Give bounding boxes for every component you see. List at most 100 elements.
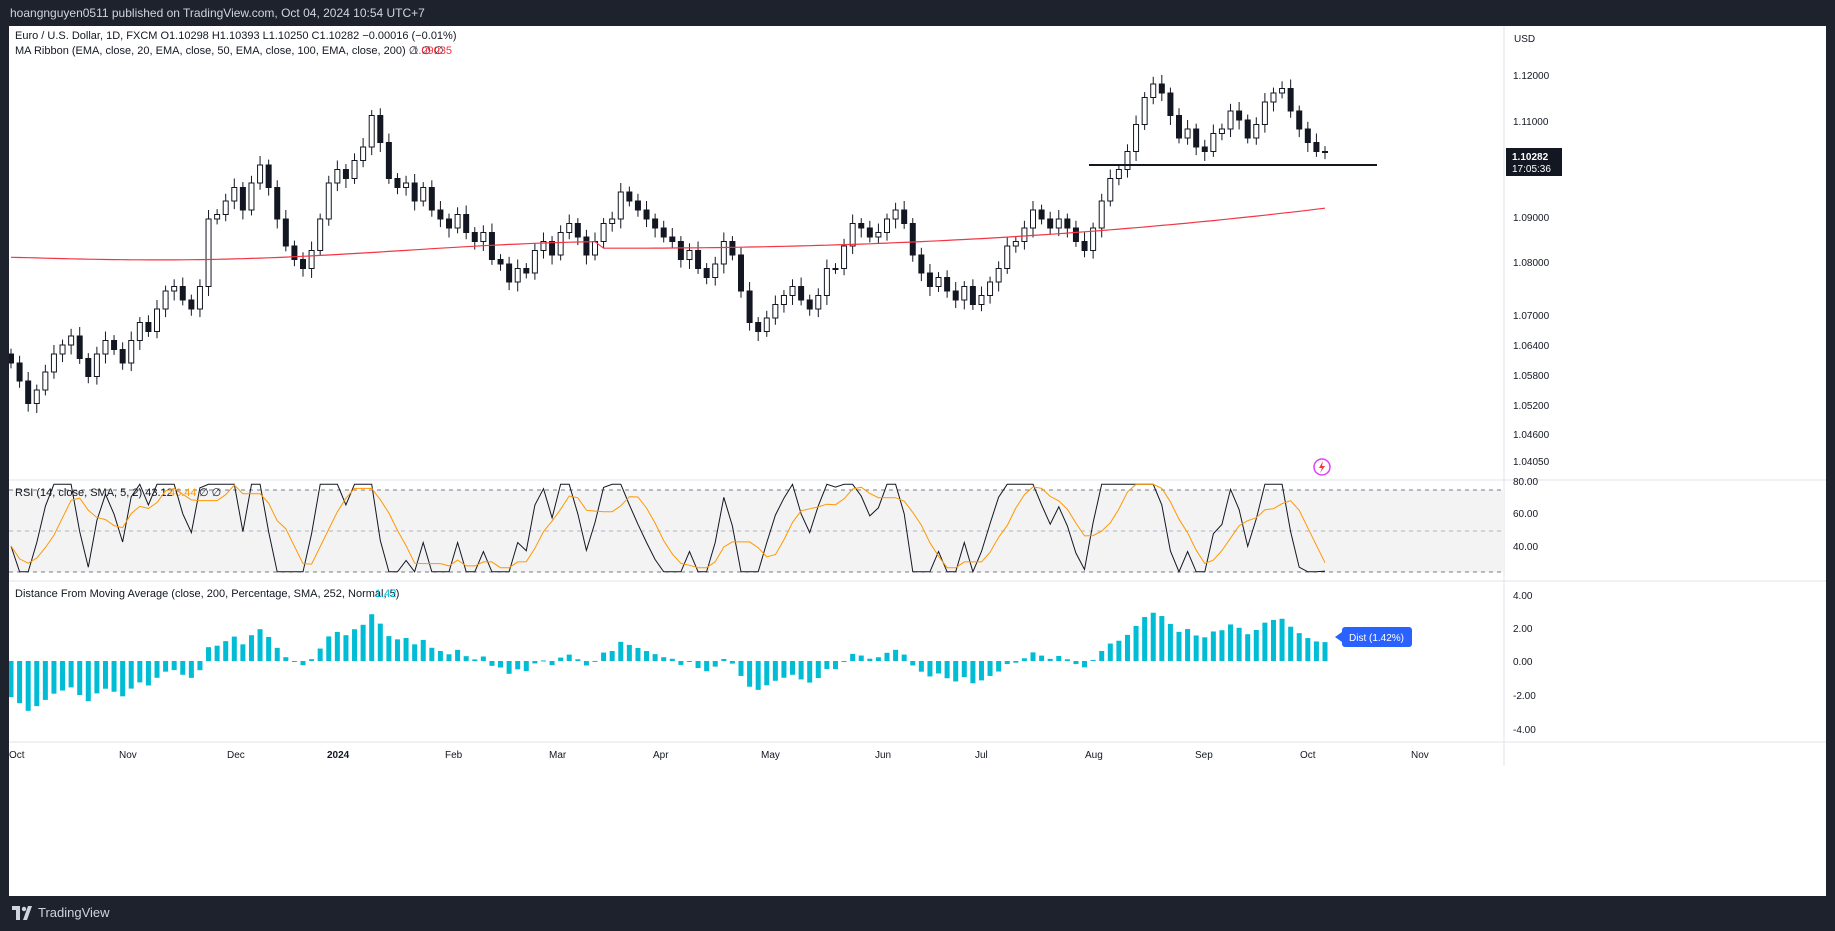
price-tick-1: 1.12000 [1513, 71, 1550, 82]
candle-up [222, 200, 229, 215]
dist-bar [1210, 631, 1216, 661]
dist-bar [102, 661, 108, 689]
candle-down [677, 241, 684, 260]
candle-up [93, 353, 100, 377]
dist-bar [171, 661, 177, 671]
time-tick-dec: Dec [227, 750, 245, 761]
dist-bar [1021, 658, 1027, 661]
dist-bar [248, 635, 254, 661]
candle-up [849, 223, 856, 247]
candle-up [1115, 169, 1122, 179]
dist-tick-2: 2.00 [1513, 624, 1533, 635]
candle-down [1158, 83, 1165, 94]
candle-up [1184, 128, 1191, 139]
dist-bar [704, 661, 710, 672]
candle-down [626, 191, 633, 202]
price-scale-ticks: 1.12000 1.11000 1.09000 1.08000 1.07000 … [1513, 71, 1550, 468]
dist-bar [85, 661, 91, 702]
dist-bar [815, 661, 821, 679]
candle-up [1141, 97, 1148, 125]
candle-down [806, 299, 813, 310]
dist-bar [1279, 618, 1285, 661]
dist-badge [1342, 627, 1412, 647]
dist-bar [231, 636, 237, 661]
dist-bar [609, 651, 615, 661]
dist-bar [1176, 631, 1182, 661]
price-tick-6: 1.07000 [1513, 311, 1550, 322]
dist-bar [309, 659, 315, 661]
candle-down [1201, 146, 1208, 152]
candle-up [1279, 88, 1286, 94]
dist-bar [884, 652, 890, 661]
candle-down [265, 164, 272, 188]
dist-bar [1056, 656, 1062, 661]
candles[interactable] [8, 75, 1328, 413]
candle-up [33, 389, 40, 404]
price-tick-2: 1.11000 [1513, 117, 1549, 128]
dist-bar [223, 641, 229, 661]
candle-down [1304, 128, 1311, 143]
candle-down [25, 380, 32, 404]
time-axis[interactable]: Oct Nov Dec 2024 Feb Mar Apr May Jun Jul… [9, 750, 1429, 761]
dist-bar [463, 656, 469, 661]
candle-up [248, 182, 255, 211]
candle-down [300, 259, 306, 269]
price-tick-5: 1.08000 [1513, 258, 1550, 269]
dist-bar [1004, 661, 1010, 665]
candle-down [918, 254, 925, 274]
tradingview-logo[interactable]: TradingView [12, 905, 110, 920]
dist-bar [360, 624, 366, 661]
dist-bar [996, 661, 1002, 672]
candle-down [926, 272, 933, 287]
dist-bar [987, 661, 993, 676]
dist-bar [747, 661, 753, 687]
dist-bars [8, 612, 1328, 711]
dist-bar [738, 661, 744, 676]
candle-up [557, 232, 564, 256]
dist-bar [678, 661, 684, 665]
candle-up [712, 263, 719, 278]
dist-bar [1167, 623, 1173, 661]
price-tick-11: 1.04050 [1513, 457, 1550, 468]
dist-bar [807, 661, 813, 683]
candle-up [961, 286, 968, 301]
dist-bar [68, 661, 74, 688]
candle-up [884, 218, 890, 233]
candle-down [16, 362, 23, 382]
candle-down [729, 241, 736, 256]
candle-up [154, 308, 160, 332]
dist-bar [274, 647, 280, 661]
candle-up [1098, 200, 1105, 229]
dist-bar [644, 651, 650, 661]
lightning-icon[interactable] [1313, 458, 1331, 476]
candle-down [411, 182, 418, 202]
dist-bar [1107, 643, 1113, 661]
dist-bar [558, 657, 564, 661]
candle-down [291, 245, 298, 260]
candle-down [583, 236, 590, 256]
candle-up [1021, 227, 1028, 242]
candle-down [497, 259, 504, 265]
dist-bar [953, 661, 959, 682]
price-tick-4: 1.09000 [1513, 213, 1550, 224]
dist-bar [1296, 633, 1302, 661]
candle-up [763, 317, 770, 332]
candle-up [136, 322, 143, 341]
candle-up [609, 218, 616, 224]
time-tick-sep: Sep [1195, 750, 1213, 761]
candle-up [196, 286, 203, 310]
candle-down [1322, 151, 1328, 153]
dist-bar [875, 657, 881, 661]
candle-up [59, 344, 66, 355]
candle-up [720, 241, 727, 265]
chart-svg[interactable]: Euro / U.S. Dollar, 1D, FXCM O1.10298 H1… [8, 26, 1826, 896]
dist-bar [291, 661, 297, 662]
candle-down [574, 223, 581, 238]
dist-bar [283, 657, 289, 661]
dist-bar [266, 636, 272, 661]
candle-down [1193, 128, 1200, 148]
candle-down [746, 290, 753, 323]
dist-bar [712, 661, 718, 667]
candle-down [944, 277, 951, 292]
dist-legend: Distance From Moving Average (close, 200… [15, 588, 399, 600]
